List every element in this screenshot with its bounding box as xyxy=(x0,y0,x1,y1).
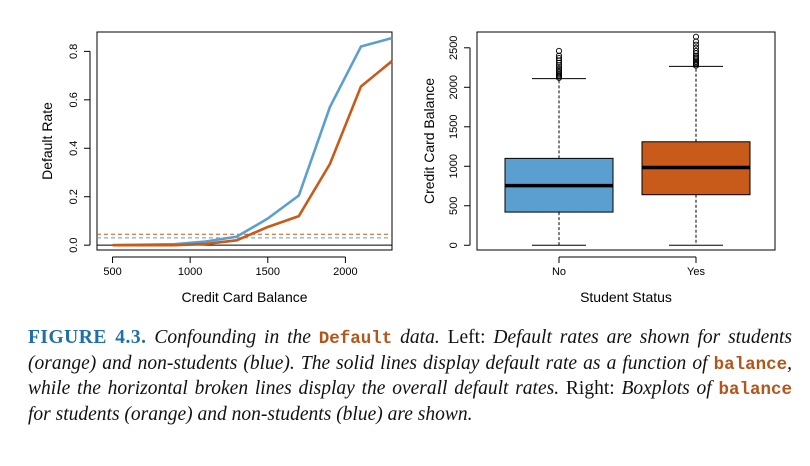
series-line-orange xyxy=(112,60,393,247)
box-yes-outlier xyxy=(692,38,700,45)
box-no-outlier xyxy=(555,64,563,71)
box-yes-outlier xyxy=(692,41,700,48)
box-no-outlier xyxy=(555,47,563,55)
y-tick-label: 0.8 xyxy=(68,44,80,59)
caption-text: Left: xyxy=(439,327,494,348)
plot-frame xyxy=(96,31,393,251)
x-axis-label: Credit Card Balance xyxy=(181,289,307,305)
plot-frame xyxy=(476,31,776,251)
y-tick-label: 0.4 xyxy=(68,141,80,156)
caption-code-term: balance xyxy=(718,380,792,401)
default-rate-line-plot: 0.0 0.2 0.4 0.6 0.8 Default Rate 500 1000 1500 20… xyxy=(39,31,393,305)
box-no-outlier xyxy=(555,55,563,62)
box-no-outlier xyxy=(555,57,563,64)
box-yes-outlier xyxy=(692,52,700,59)
box-yes-outlier xyxy=(692,33,700,40)
y-tick-label: 0.2 xyxy=(68,189,80,204)
caption-text: Default rates are shown for students (or… xyxy=(28,327,793,374)
caption-body: Confounding in the Default data. Left: D… xyxy=(28,327,792,425)
x-tick-label: 1500 xyxy=(256,266,280,278)
box-yes-outlier xyxy=(692,44,700,51)
box-no-outlier xyxy=(555,52,563,59)
x-axis-label: Student Status xyxy=(580,289,672,305)
y-tick-label: 0.0 xyxy=(68,238,80,253)
caption-text: data. xyxy=(392,327,440,348)
y-tick-label: 500 xyxy=(448,197,460,215)
balance-boxplot: 0 500 1000 1500 2000 2500 Credit Card Balance N… xyxy=(421,31,776,305)
y-tick-label: 1000 xyxy=(448,154,460,178)
box-no-outlier xyxy=(555,66,563,73)
caption-code-term: Default xyxy=(318,329,393,349)
y-axis-label: Credit Card Balance xyxy=(421,78,437,204)
caption-text: Boxplots of xyxy=(621,378,719,400)
box-no-outlier xyxy=(555,62,563,69)
figure-label: FIGURE 4.3. xyxy=(28,327,147,348)
figure-caption: FIGURE 4.3. Confounding in the Default d… xyxy=(28,326,792,427)
box-no-outlier xyxy=(555,59,563,66)
series-line-blue xyxy=(112,36,393,247)
x-tick-label: 2000 xyxy=(333,266,357,278)
box-yes-outlier xyxy=(692,47,700,55)
y-tick-label: 0.6 xyxy=(68,92,80,107)
box-no-outlier xyxy=(555,68,563,75)
figure-charts: 0.0 0.2 0.4 0.6 0.8 Default Rate 500 1000 1500 20… xyxy=(39,31,776,305)
y-tick-label: 2500 xyxy=(448,36,460,60)
x-tick-label: No xyxy=(552,266,566,278)
caption-code-term: balance xyxy=(713,354,788,375)
x-tick-label: 500 xyxy=(103,266,121,278)
x-tick-label: 1000 xyxy=(178,266,202,278)
caption-text: for students (orange) and non-students (… xyxy=(28,403,473,425)
caption-text: , while the horizontal broken lines disp… xyxy=(28,352,792,400)
y-tick-label: 2000 xyxy=(448,75,460,99)
y-axis-label: Default Rate xyxy=(39,102,55,180)
caption-text: Confounding in the xyxy=(146,327,319,348)
caption-text: Right: xyxy=(559,378,622,400)
y-tick-label: 0 xyxy=(448,242,460,248)
y-tick-label: 1500 xyxy=(448,115,460,139)
x-tick-label: Yes xyxy=(687,266,705,278)
